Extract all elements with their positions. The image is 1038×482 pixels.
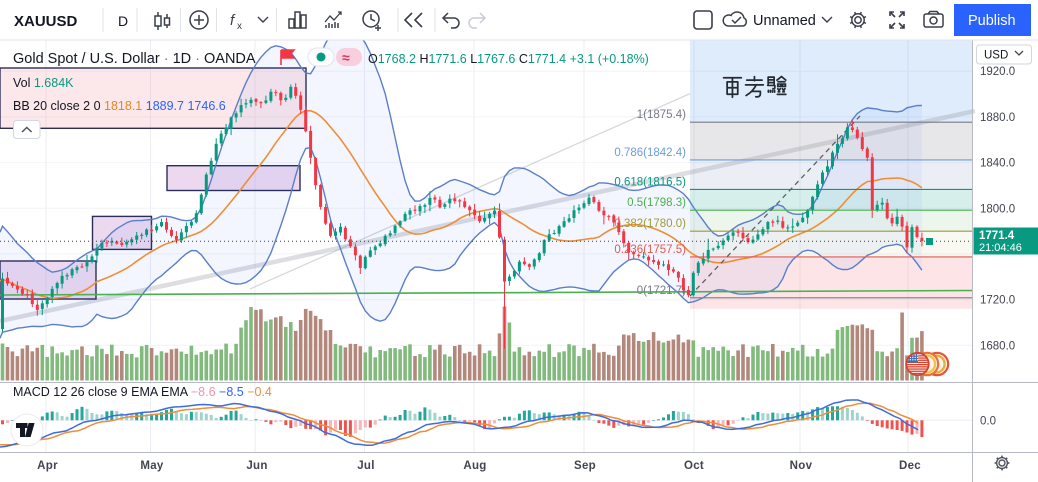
svg-text:Oct: Oct	[684, 460, 704, 472]
svg-text:BB 20 close 2 0 1818.1 1889.7: BB 20 close 2 0 1818.1 1889.7 1746.6	[13, 99, 226, 113]
svg-text:1771.4: 1771.4	[979, 230, 1015, 242]
svg-text:0.5(1798.3): 0.5(1798.3)	[627, 197, 686, 209]
svg-text:Publish: Publish	[968, 13, 1016, 29]
svg-text:Vol 1.684K: Vol 1.684K	[13, 76, 74, 90]
svg-text:21:04:46: 21:04:46	[979, 242, 1022, 254]
svg-text:1880.0: 1880.0	[980, 112, 1015, 124]
svg-text:O1768.2 H1771.6 L1767.6 C1771.: O1768.2 H1771.6 L1767.6 C1771.4 +3.1 (+0…	[368, 52, 649, 66]
svg-text:USD: USD	[984, 50, 1008, 62]
svg-text:0(1721.7): 0(1721.7)	[637, 285, 686, 297]
svg-text:1920.0: 1920.0	[980, 66, 1015, 78]
svg-text:Unnamed: Unnamed	[753, 13, 816, 29]
svg-text:0.618(1816.5): 0.618(1816.5)	[614, 176, 686, 188]
svg-text:May: May	[140, 460, 164, 472]
svg-text:0.786(1842.4): 0.786(1842.4)	[614, 147, 686, 159]
svg-text:0.382(1780.0): 0.382(1780.0)	[614, 218, 686, 230]
svg-text:Jul: Jul	[357, 460, 375, 472]
svg-text:Jun: Jun	[246, 460, 267, 472]
svg-text:1800.0: 1800.0	[980, 203, 1015, 215]
svg-text:Gold Spot / U.S. Dollar · 1D ·: Gold Spot / U.S. Dollar · 1D · OANDA	[13, 51, 256, 67]
svg-text:Apr: Apr	[37, 460, 58, 472]
svg-text:MACD 12 26 close 9 EMA EMA −8.: MACD 12 26 close 9 EMA EMA −8.6 −8.5 −0.…	[13, 385, 272, 399]
svg-text:XAUUSD: XAUUSD	[14, 13, 78, 30]
svg-text:x: x	[237, 21, 242, 32]
svg-text:1720.0: 1720.0	[980, 295, 1015, 307]
svg-text:D: D	[118, 13, 128, 29]
svg-text:1840.0: 1840.0	[980, 158, 1015, 170]
svg-text:0.236(1757.5): 0.236(1757.5)	[614, 244, 686, 256]
svg-text:Dec: Dec	[899, 460, 921, 472]
svg-text:f: f	[230, 12, 236, 29]
svg-text:Nov: Nov	[790, 460, 813, 472]
svg-text:1680.0: 1680.0	[980, 340, 1015, 352]
svg-text:Aug: Aug	[463, 460, 486, 472]
svg-text:Sep: Sep	[574, 460, 596, 472]
svg-text:0.0: 0.0	[980, 415, 996, 427]
svg-text:1(1875.4): 1(1875.4)	[637, 109, 686, 121]
svg-text:≈: ≈	[342, 50, 350, 66]
